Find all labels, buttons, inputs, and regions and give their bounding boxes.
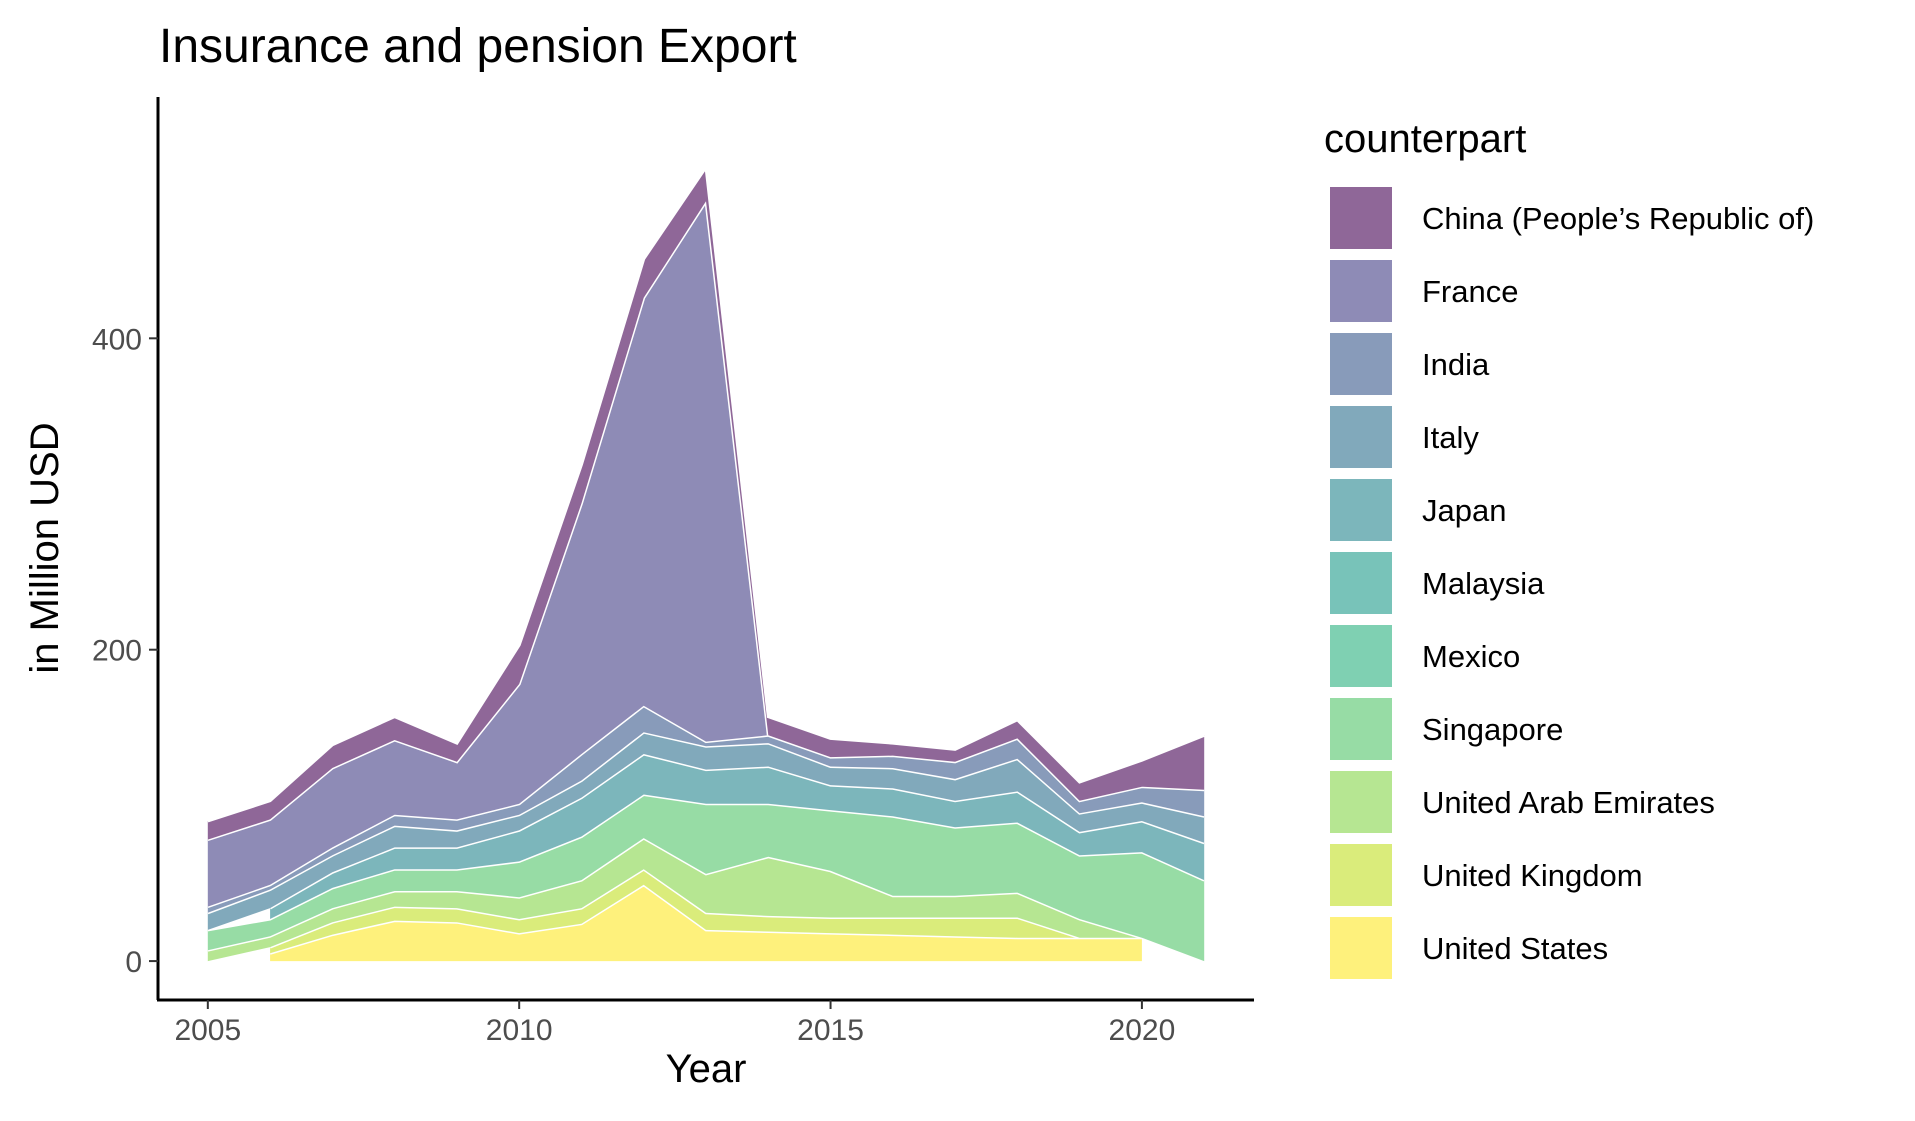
- area-singapore: [207, 794, 1205, 962]
- x-tick-label: 2015: [797, 1014, 864, 1047]
- legend-swatch-france: [1330, 260, 1392, 322]
- x-tick-label: 2020: [1109, 1014, 1176, 1047]
- area-japan: [270, 754, 1205, 919]
- area-france: [207, 201, 769, 907]
- legend-swatch-united-states: [1330, 917, 1392, 979]
- y-tick-label: 400: [92, 323, 142, 356]
- legend-label-united-arab-emirates: United Arab Emirates: [1422, 785, 1715, 820]
- y-axis-title: in Million USD: [23, 422, 67, 673]
- x-axis-title: Year: [666, 1047, 747, 1091]
- legend-label-malaysia: Malaysia: [1422, 566, 1545, 601]
- legend-swatch-india: [1330, 333, 1392, 395]
- area-outline-china-people-s-republic-of: [207, 162, 1205, 823]
- legend-label-singapore: Singapore: [1422, 712, 1563, 747]
- y-tick-label: 200: [92, 635, 142, 668]
- legend-label-france: France: [1422, 274, 1518, 309]
- legend-swatch-italy: [1330, 406, 1392, 468]
- legend-swatch-malaysia: [1330, 552, 1392, 614]
- area-united-kingdom: [270, 869, 1080, 954]
- legend-swatch-japan: [1330, 479, 1392, 541]
- axis-ticks: 2005 2010 2015 2020 0 200 400: [92, 323, 1175, 1047]
- legend: counterpart China (People’s Republic of)…: [1324, 117, 1814, 979]
- legend-swatch-china-people-s-republic-of: [1330, 187, 1392, 249]
- legend-label-india: India: [1422, 347, 1490, 382]
- legend-label-united-kingdom: United Kingdom: [1422, 858, 1643, 893]
- legend-swatch-mexico: [1330, 625, 1392, 687]
- area-italy: [207, 732, 1205, 930]
- x-tick-label: 2005: [174, 1014, 241, 1047]
- stacked-areas: [207, 162, 1205, 962]
- y-tick-label: 0: [125, 946, 142, 979]
- legend-label-japan: Japan: [1422, 493, 1506, 528]
- legend-label-china-people-s-republic-of: China (People’s Republic of): [1422, 201, 1814, 236]
- legend-swatch-singapore: [1330, 698, 1392, 760]
- x-tick-label: 2010: [486, 1014, 553, 1047]
- legend-swatch-united-arab-emirates: [1330, 771, 1392, 833]
- legend-label-italy: Italy: [1422, 420, 1479, 455]
- chart-title: Insurance and pension Export: [159, 20, 797, 73]
- area-united-arab-emirates: [207, 838, 1142, 962]
- legend-label-mexico: Mexico: [1422, 639, 1520, 674]
- legend-label-united-states: United States: [1422, 931, 1608, 966]
- legend-swatch-united-kingdom: [1330, 844, 1392, 906]
- area-china-people-s-republic-of: [207, 167, 1205, 840]
- axes: [156, 97, 1254, 1002]
- area-united-states: [270, 884, 1142, 962]
- legend-title: counterpart: [1324, 117, 1526, 161]
